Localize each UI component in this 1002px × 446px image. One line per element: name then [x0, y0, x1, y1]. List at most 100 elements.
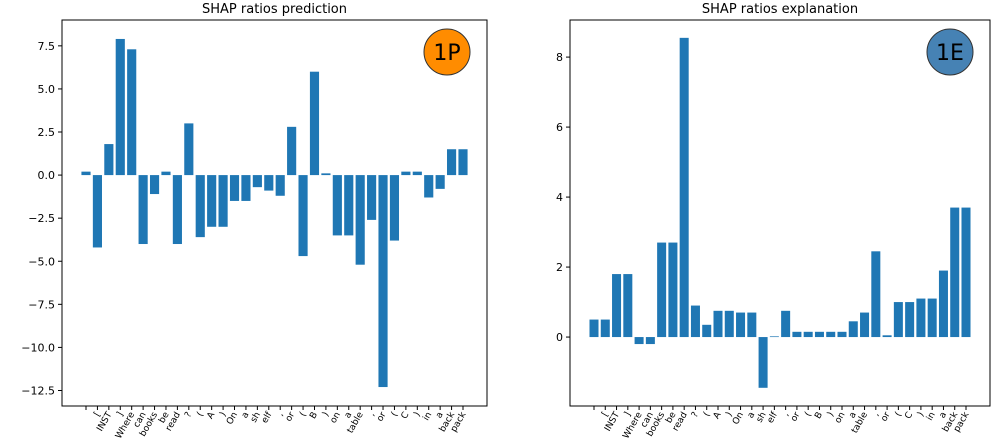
x-tick-label: )	[826, 411, 836, 419]
bar	[172, 175, 182, 245]
x-tick-label: (	[390, 411, 400, 419]
x-tick-label: ]	[115, 411, 125, 419]
x-tick-label: a	[938, 411, 949, 421]
bar	[600, 319, 610, 338]
bar	[104, 144, 114, 176]
bar	[679, 37, 689, 338]
bar	[287, 126, 297, 176]
bar	[389, 175, 400, 241]
bar	[355, 175, 365, 265]
x-tick-label: elf	[766, 410, 781, 425]
bar	[826, 331, 836, 338]
x-tick-label: B	[308, 411, 320, 421]
x-tick-label: ,	[781, 411, 791, 418]
x-tick-label: ,	[367, 411, 377, 418]
x-tick-label: [	[600, 411, 610, 419]
bar	[927, 298, 937, 338]
bar	[837, 331, 847, 338]
bar	[435, 175, 445, 189]
bar	[378, 175, 388, 388]
bar	[344, 175, 354, 236]
x-tick-label: C	[903, 411, 915, 421]
bar	[252, 175, 262, 188]
x-tick-label: on	[329, 411, 343, 426]
bar	[690, 305, 700, 338]
x-tick-label: or	[879, 410, 892, 423]
bar	[207, 175, 217, 227]
bar	[298, 175, 308, 257]
y-tick-label: 2	[556, 261, 563, 274]
x-tick-label: or	[284, 410, 297, 423]
x-tick-label: ,	[871, 411, 881, 418]
x-tick-label: a	[847, 411, 858, 421]
x-tick-label: C	[400, 411, 412, 421]
x-tick-label: or	[375, 410, 388, 423]
y-tick-label: 5.0	[38, 83, 56, 96]
bar	[81, 171, 91, 176]
bar	[161, 171, 171, 176]
x-tick-label: in	[925, 411, 938, 423]
bar	[401, 171, 411, 176]
bar	[92, 175, 102, 248]
x-tick-label: a	[343, 411, 354, 421]
badge-label: 1P	[433, 41, 460, 66]
bar	[645, 337, 655, 345]
x-tick-label: sh	[755, 411, 769, 425]
y-tick-label: 6	[556, 121, 563, 134]
x-tick-label: On	[731, 411, 746, 427]
bar	[871, 251, 881, 338]
bar	[332, 175, 342, 236]
x-tick-label: a	[434, 411, 445, 421]
bar	[447, 149, 457, 176]
bar	[781, 310, 791, 338]
bar	[769, 336, 779, 338]
bar	[916, 298, 926, 338]
x-tick-label: )	[916, 411, 926, 419]
axes-frame	[569, 19, 991, 407]
x-tick-label: )	[724, 411, 734, 419]
y-tick-label: −10.0	[21, 341, 55, 354]
bar	[724, 310, 734, 338]
x-tick-label: [	[93, 411, 103, 419]
x-tick-label: ?	[183, 410, 194, 419]
bar	[424, 175, 434, 198]
bar	[367, 175, 377, 220]
y-tick-label: 0	[556, 331, 563, 344]
bar	[758, 337, 768, 388]
bar	[792, 331, 802, 338]
x-tick-label: ?	[690, 410, 701, 419]
chart-title: SHAP ratios prediction	[202, 2, 347, 17]
bar	[309, 71, 320, 176]
y-tick-label: −5.0	[28, 255, 55, 268]
bar	[657, 242, 667, 338]
bar	[848, 321, 858, 338]
x-tick-label: or	[789, 410, 802, 423]
y-tick-label: −12.5	[21, 384, 55, 397]
bar	[702, 324, 712, 338]
bar	[803, 331, 813, 338]
bar	[264, 175, 274, 191]
x-tick-label: in	[422, 411, 435, 423]
bar	[882, 335, 892, 338]
bar	[713, 310, 723, 338]
x-tick-label: a	[240, 411, 251, 421]
x-tick-label: )	[321, 411, 331, 419]
bar	[612, 274, 622, 338]
y-tick-label: 0.0	[38, 169, 56, 182]
bar	[218, 175, 228, 227]
y-tick-label: 7.5	[38, 40, 56, 53]
y-tick-label: 8	[556, 51, 563, 64]
bar	[321, 173, 331, 176]
badge-label: 1E	[936, 41, 964, 66]
chart: SHAP ratios prediction −12.5 −10.0 −7.5 −5.0…	[21, 2, 488, 441]
y-tick-label: −7.5	[28, 298, 55, 311]
chart: SHAP ratios explanation02468[INST]Wherec…	[556, 2, 991, 441]
bar	[589, 319, 599, 338]
bar	[458, 149, 468, 176]
x-tick-label: )	[412, 411, 422, 419]
bar	[961, 207, 971, 338]
bar	[860, 312, 870, 338]
bar	[736, 312, 746, 338]
x-tick-label: ,	[276, 411, 286, 418]
bar	[814, 331, 824, 338]
